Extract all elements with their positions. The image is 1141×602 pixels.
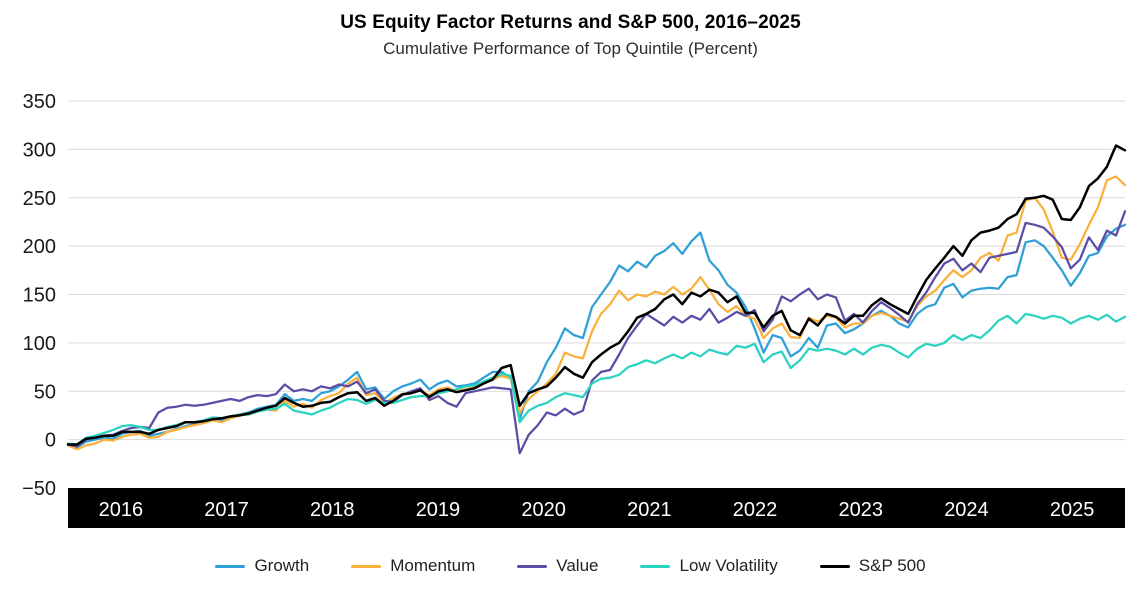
legend-swatch-s-p-500 (819, 564, 850, 568)
x-tick-label: 2022 (733, 499, 778, 521)
series-line-low-volatility (66, 312, 1127, 446)
x-tick-label: 2018 (310, 499, 355, 521)
y-tick-label: 100 (23, 333, 56, 355)
series-line-momentum (66, 175, 1127, 451)
x-tick-label: 2024 (944, 499, 989, 521)
x-tick-label: 2020 (521, 499, 566, 521)
legend-item-growth: Growth (215, 556, 309, 576)
chart-subtitle: Cumulative Performance of Top Quintile (… (383, 39, 758, 58)
x-axis-band (68, 488, 1125, 528)
x-tick-label: 2023 (839, 499, 884, 521)
y-tick-label: −50 (22, 478, 56, 500)
legend-label-growth: Growth (254, 556, 310, 575)
series-line-growth (66, 223, 1127, 449)
legend-item-s-p-500: S&P 500 (819, 556, 926, 576)
x-tick-label: 2017 (204, 499, 249, 521)
series-line-value (66, 210, 1127, 455)
legend-swatch-value (517, 564, 548, 568)
y-tick-label: 50 (34, 381, 56, 403)
series-line-s-p-500 (66, 144, 1127, 446)
legend-item-momentum: Momentum (351, 556, 475, 576)
y-tick-label: 300 (23, 139, 56, 161)
legend-label-momentum: Momentum (390, 556, 476, 575)
y-tick-label: 0 (45, 430, 56, 452)
y-tick-label: 250 (23, 188, 56, 210)
legend-item-value: Value (517, 556, 598, 576)
legend-swatch-low-volatility (640, 564, 671, 568)
legend-label-low-volatility: Low Volatility (679, 556, 778, 575)
x-tick-label: 2021 (627, 499, 672, 521)
legend-swatch-momentum (351, 564, 382, 568)
legend-label-s-p-500: S&P 500 (858, 556, 926, 575)
chart-title: US Equity Factor Returns and S&P 500, 20… (340, 12, 801, 33)
x-tick-label: 2019 (416, 499, 461, 521)
chart-header: US Equity Factor Returns and S&P 500, 20… (0, 12, 1141, 59)
chart-legend: Growth Momentum Value Low Volatility S&P 500 (0, 556, 1141, 576)
legend-label-value: Value (556, 556, 599, 575)
x-tick-label: 2016 (99, 499, 144, 521)
y-tick-label: 350 (23, 91, 56, 113)
y-tick-label: 150 (23, 285, 56, 307)
legend-item-low-volatility: Low Volatility (640, 556, 778, 576)
y-tick-label: 200 (23, 236, 56, 258)
x-tick-label: 2025 (1050, 499, 1095, 521)
legend-swatch-growth (215, 564, 246, 568)
